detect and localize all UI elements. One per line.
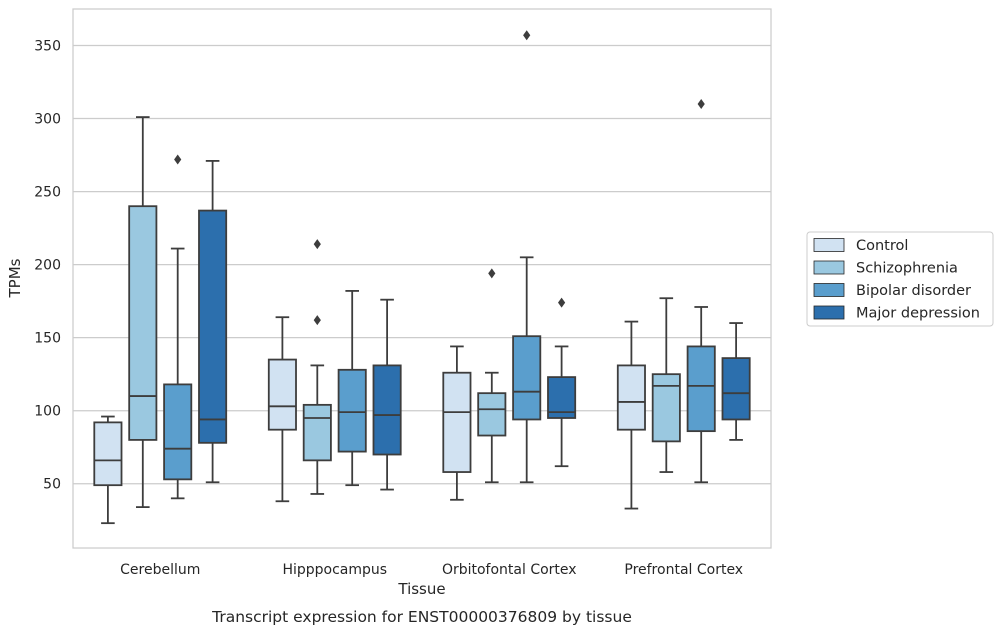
box-iqr bbox=[128, 205, 158, 441]
box-iqr bbox=[686, 345, 716, 433]
box-bipolar-disorder bbox=[686, 98, 716, 484]
box-bipolar-disorder bbox=[512, 30, 542, 484]
box-control bbox=[267, 316, 297, 503]
box-bipolar-disorder bbox=[337, 290, 367, 487]
y-tick-label: 50 bbox=[43, 477, 61, 493]
box-iqr bbox=[512, 335, 542, 421]
y-tick-label: 200 bbox=[34, 258, 61, 274]
legend-label: Control bbox=[856, 238, 908, 254]
y-tick-label: 300 bbox=[34, 112, 61, 128]
x-tick-label: Orbitofontal Cortex bbox=[442, 562, 577, 578]
box-iqr bbox=[651, 373, 681, 443]
legend-label: Bipolar disorder bbox=[856, 283, 971, 299]
legend-swatch bbox=[813, 260, 845, 275]
box-schizophrenia bbox=[302, 239, 332, 495]
legend-label: Major depression bbox=[856, 306, 980, 322]
legend: Control Schizophrenia Bipolar disorder Majo… bbox=[806, 231, 994, 327]
legend-swatch bbox=[813, 305, 845, 320]
box-iqr bbox=[337, 368, 367, 453]
box-iqr bbox=[477, 392, 507, 437]
legend-swatch bbox=[813, 238, 845, 252]
box-bipolar-disorder bbox=[163, 154, 193, 500]
y-tick-labels: 50 100 150 200 250 300 350 bbox=[34, 39, 61, 493]
box-major-depression bbox=[547, 297, 577, 468]
box-iqr bbox=[372, 364, 402, 456]
box-control bbox=[93, 415, 123, 525]
x-tick-label: Cerebellum bbox=[120, 562, 200, 578]
legend-swatch bbox=[813, 283, 845, 297]
x-tick-label: Prefrontal Cortex bbox=[624, 562, 743, 578]
y-axis-title: TPMs bbox=[6, 258, 24, 298]
x-axis-title: Tissue bbox=[397, 580, 445, 598]
x-tick-labels: Cerebellum Hipppocampus Orbitofontal Corte… bbox=[120, 562, 743, 578]
box-schizophrenia bbox=[651, 297, 681, 473]
outlier-point bbox=[488, 268, 496, 279]
box-schizophrenia bbox=[477, 268, 507, 484]
outlier-point bbox=[174, 154, 182, 165]
outlier-point bbox=[697, 98, 705, 109]
box-iqr bbox=[616, 364, 646, 431]
y-tick-label: 250 bbox=[34, 185, 61, 201]
box-iqr bbox=[267, 358, 297, 431]
box-schizophrenia bbox=[128, 116, 158, 509]
outlier-point bbox=[523, 30, 531, 41]
box-iqr bbox=[721, 357, 751, 421]
box-iqr bbox=[93, 421, 123, 487]
legend-frame bbox=[806, 231, 994, 327]
y-tick-label: 100 bbox=[34, 404, 61, 420]
box-major-depression bbox=[198, 160, 228, 484]
box-iqr bbox=[547, 376, 577, 419]
legend-label: Schizophrenia bbox=[856, 261, 958, 277]
box-iqr bbox=[163, 383, 193, 481]
box-iqr bbox=[442, 371, 472, 473]
box-control bbox=[616, 320, 646, 510]
box-iqr bbox=[198, 209, 228, 444]
box-major-depression bbox=[721, 322, 751, 441]
box-iqr bbox=[302, 403, 332, 462]
x-tick-label: Hipppocampus bbox=[282, 562, 387, 578]
box-control bbox=[442, 345, 472, 501]
y-tick-label: 350 bbox=[34, 39, 61, 55]
box-major-depression bbox=[372, 298, 402, 491]
outlier-point bbox=[558, 297, 566, 308]
outlier-point bbox=[313, 315, 321, 326]
y-tick-label: 150 bbox=[34, 331, 61, 347]
plot-area-frame bbox=[72, 8, 772, 549]
outlier-point bbox=[313, 239, 321, 250]
chart-caption: Transcript expression for ENST0000037680… bbox=[211, 608, 632, 626]
box-plots bbox=[93, 30, 751, 525]
